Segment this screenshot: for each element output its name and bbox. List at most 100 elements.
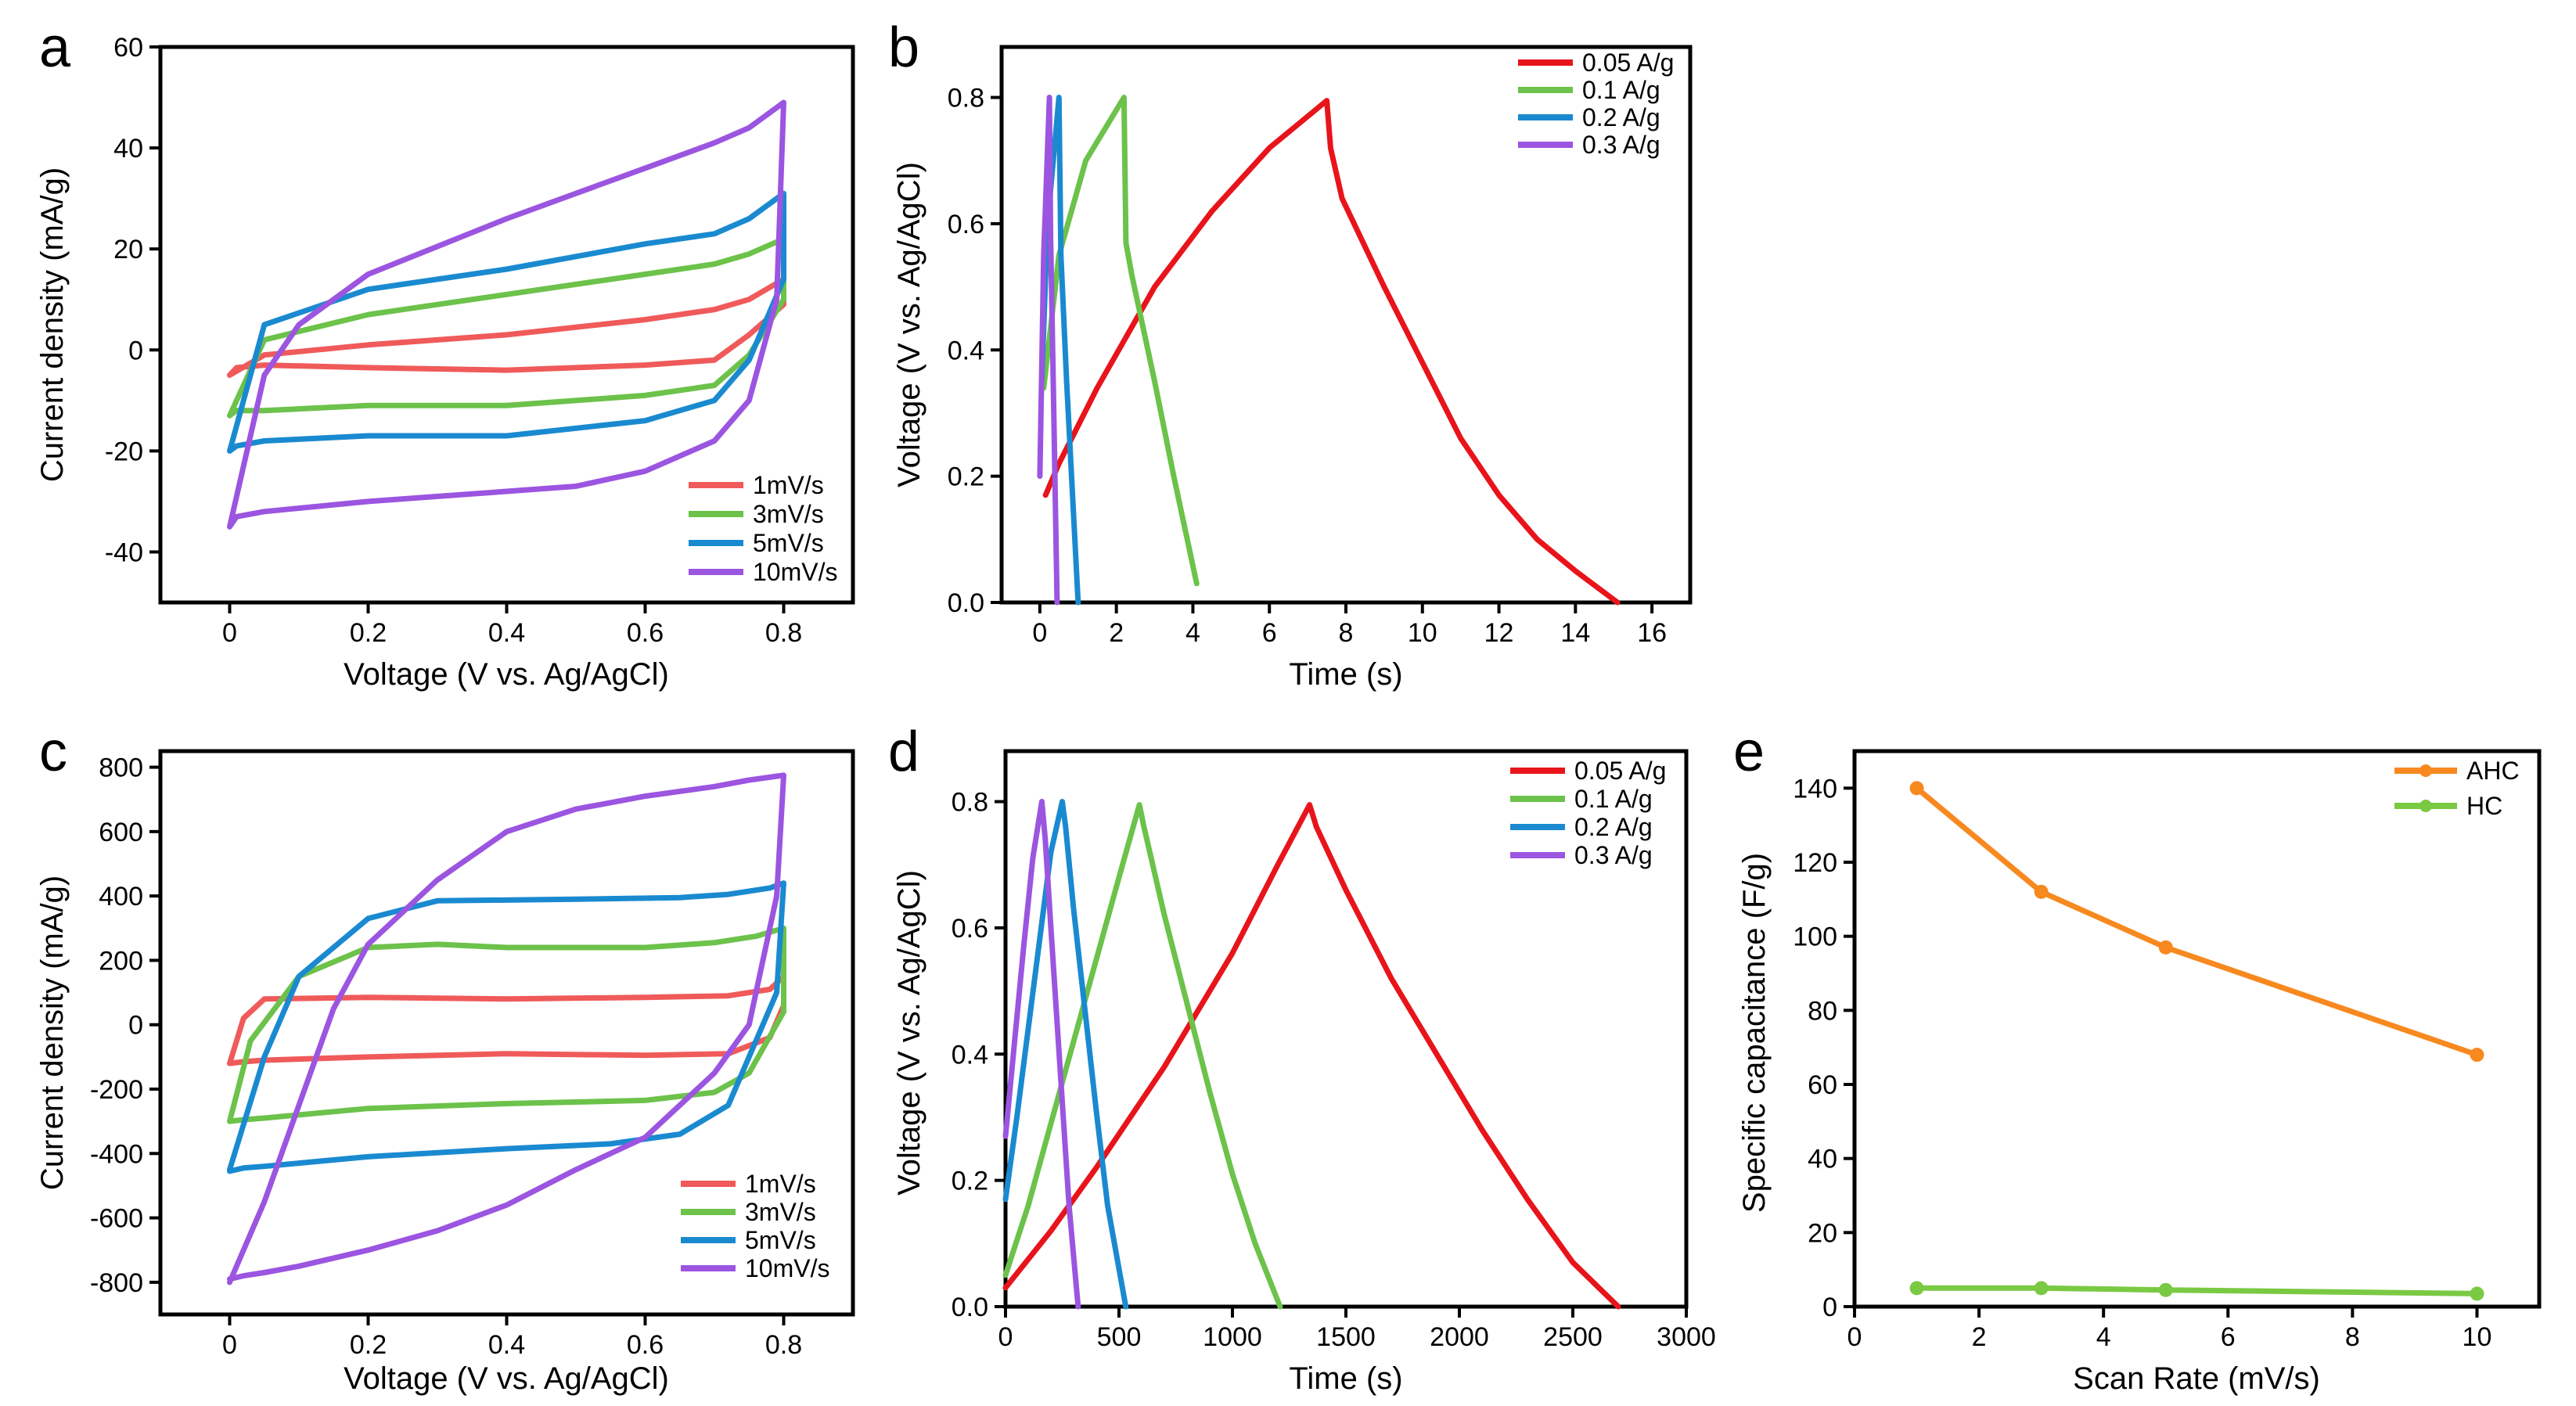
panel-letter-e: e <box>1733 721 1765 783</box>
y-tick-label: 0.0 <box>948 588 984 618</box>
y-tick-label: 40 <box>113 134 143 164</box>
x-tick-label: 6 <box>1262 618 1277 648</box>
x-tick-label: 8 <box>1339 618 1354 648</box>
ticks-c: 0 0.2 0.4 0.6 0.8 -800 -600 -400 -200 0 200 400 600 8… <box>90 753 802 1360</box>
legend-label: HC <box>2466 792 2502 820</box>
x-tick-label: 0.8 <box>765 1330 802 1360</box>
y-axis-label-d: Voltage (V vs. Ag/AgCl) <box>892 870 926 1196</box>
x-tick-label: 0.4 <box>488 618 525 648</box>
x-tick-label: 0.2 <box>350 618 387 648</box>
series-line-5mv-s <box>227 880 786 1174</box>
x-axis-label-b: Time (s) <box>1289 657 1402 692</box>
panel-letter-d: d <box>888 721 919 783</box>
y-tick-label: 120 <box>1793 848 1837 878</box>
legend-label: 0.05 A/g <box>1582 49 1674 77</box>
series-line-0-05-a-g <box>1002 802 1621 1310</box>
ticks-b: 0 2 4 6 8 10 12 14 16 0.0 0.2 0.4 0.6 0.8 <box>948 84 1667 648</box>
y-tick-label: 60 <box>1808 1070 1837 1100</box>
y-axis-label-a: Current density (mA/g) <box>35 167 70 482</box>
legend-label: 0.05 A/g <box>1574 757 1666 785</box>
x-axis-label-d: Time (s) <box>1289 1361 1402 1396</box>
panel-c: c 0 0.2 0.4 0.6 0.8 -800 -600 -400 -200 0 200 400 60… <box>35 721 855 1396</box>
panel-letter-c: c <box>39 721 67 783</box>
y-axis-label-b: Voltage (V vs. Ag/AgCl) <box>892 162 926 487</box>
series-group-e <box>1909 781 2484 1301</box>
legend-label: 1mV/s <box>753 471 824 499</box>
x-tick-label: 16 <box>1637 618 1667 648</box>
y-tick-label: -20 <box>105 437 143 466</box>
x-tick-label: 10 <box>1408 618 1437 648</box>
y-tick-label: 0.8 <box>948 84 984 113</box>
legend-label: AHC <box>2466 757 2520 785</box>
x-tick-label: 4 <box>2096 1322 2111 1352</box>
legend-e: AHC HC <box>2394 757 2520 820</box>
y-tick-label: 0.8 <box>952 788 988 818</box>
y-tick-label: 0 <box>128 1011 143 1041</box>
legend-label: 3mV/s <box>753 500 824 528</box>
y-tick-label: 80 <box>1808 996 1837 1026</box>
y-tick-label: -40 <box>105 538 143 567</box>
x-tick-label: 2 <box>1972 1322 1987 1352</box>
ticks-a: 0 0.2 0.4 0.6 0.8 -40 -20 0 20 40 60 <box>105 33 802 648</box>
data-point <box>1909 1281 1924 1296</box>
series-line-hc <box>1914 1285 2480 1296</box>
x-tick-label: 0 <box>222 618 237 648</box>
legend-label: 0.2 A/g <box>1582 103 1660 131</box>
y-tick-label: 0 <box>1822 1293 1837 1322</box>
x-tick-label: 10 <box>2463 1322 2492 1352</box>
legend-label: 0.1 A/g <box>1582 76 1660 104</box>
x-tick-label: 2500 <box>1543 1322 1603 1352</box>
y-tick-label: 800 <box>99 753 143 783</box>
y-tick-label: -200 <box>90 1075 143 1105</box>
legend-b: 0.05 A/g0.1 A/g0.2 A/g0.3 A/g <box>1518 49 1674 159</box>
series-group-c <box>227 772 786 1286</box>
series-line-5mv-s <box>227 190 786 454</box>
plot-frame-e <box>1852 749 2542 1309</box>
x-tick-label: 8 <box>2345 1322 2360 1352</box>
panel-a: a 0 0.2 0.4 0.6 0.8 -40 -20 0 20 40 60 Voltage (V … <box>35 16 855 692</box>
series-line-10mv-s <box>227 772 786 1286</box>
legend-label: 10mV/s <box>745 1254 829 1282</box>
legend-label: 0.1 A/g <box>1574 785 1653 813</box>
y-tick-label: 60 <box>113 33 143 63</box>
y-tick-label: 20 <box>1808 1218 1837 1248</box>
legend-label: 5mV/s <box>753 529 824 557</box>
x-axis-label-c: Voltage (V vs. Ag/AgCl) <box>344 1361 669 1396</box>
x-tick-label: 4 <box>1185 618 1200 648</box>
y-tick-label: 20 <box>113 235 143 264</box>
series-line-3mv-s <box>227 236 786 419</box>
y-tick-label: 0.6 <box>952 914 988 944</box>
y-tick-label: -800 <box>90 1268 143 1298</box>
legend-label: 0.2 A/g <box>1574 813 1653 841</box>
x-tick-label: 1000 <box>1203 1322 1262 1352</box>
series-group-d <box>1002 799 1621 1310</box>
y-tick-label: 100 <box>1793 922 1837 952</box>
y-tick-label: 0.4 <box>952 1040 988 1070</box>
series-line-10mv-s <box>227 99 786 530</box>
x-tick-label: 2 <box>1109 618 1124 648</box>
series-line-3mv-s <box>227 925 786 1124</box>
legend-marker <box>2419 764 2432 777</box>
data-point <box>2158 940 2173 955</box>
series-group-a <box>227 99 786 530</box>
data-point <box>2470 1286 2484 1301</box>
y-tick-label: 40 <box>1808 1145 1837 1174</box>
y-tick-label: 400 <box>99 882 143 912</box>
y-tick-label: -600 <box>90 1204 143 1234</box>
panel-b: b 0 2 4 6 8 10 12 14 160.00.20.40.60.8 Time (s) … <box>888 16 1693 692</box>
y-tick-label: 0.2 <box>948 462 984 492</box>
y-tick-label: 0.6 <box>948 210 984 239</box>
data-point <box>1909 781 1924 796</box>
legend-label: 5mV/s <box>745 1226 816 1254</box>
legend-label: 3mV/s <box>745 1198 816 1226</box>
legend-label: 10mV/s <box>753 558 837 586</box>
data-point <box>2470 1048 2484 1063</box>
x-tick-label: 0.6 <box>627 1330 664 1360</box>
series-line-0-2-a-g <box>1002 799 1129 1310</box>
x-tick-label: 0.8 <box>765 618 802 648</box>
panel-letter-b: b <box>888 16 919 79</box>
